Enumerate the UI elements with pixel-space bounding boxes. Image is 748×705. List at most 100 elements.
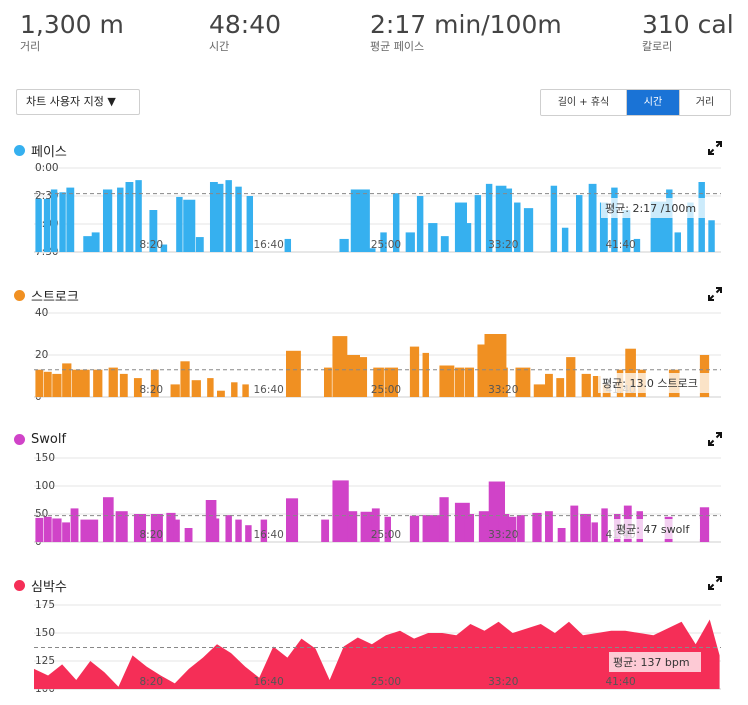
- pace-bar: [495, 185, 507, 252]
- stroke-x-tick-label: 16:40: [254, 384, 284, 396]
- pace-bar: [246, 196, 254, 252]
- heart-rate-y-tick-label: 125: [35, 655, 55, 667]
- pace-bar: [369, 248, 376, 252]
- segment-time[interactable]: 시간: [627, 90, 679, 115]
- expand-icon[interactable]: [708, 576, 722, 590]
- pace-x-tick-label: 8:20: [140, 239, 164, 251]
- heart-rate-y-tick-label: 175: [35, 599, 55, 611]
- pace-bar: [183, 199, 196, 252]
- customize-chart-label: 차트 사용자 지정: [26, 95, 104, 108]
- stroke-bar: [285, 350, 301, 397]
- stroke-title-text: 스트로크: [31, 290, 79, 305]
- swolf-x-tick-label: 33:20: [488, 529, 518, 541]
- stroke-bar: [533, 384, 546, 397]
- stroke-bar: [464, 367, 475, 397]
- swolf-bar: [360, 511, 373, 542]
- swolf-x-tick-label: 25:00: [371, 529, 401, 541]
- swolf-bar: [166, 512, 176, 542]
- segment-length-rest[interactable]: 길이 + 휴식: [541, 90, 627, 115]
- stroke-bar: [384, 367, 399, 397]
- swolf-y-tick-label: 100: [35, 480, 55, 492]
- pace-bar: [405, 232, 415, 252]
- stroke-bar: [231, 382, 238, 397]
- swolf-bar: [516, 515, 525, 542]
- stat-distance-label: 거리: [20, 40, 41, 53]
- stroke-bar: [191, 380, 201, 397]
- swolf-bar: [80, 519, 99, 542]
- swolf-bar: [102, 497, 114, 542]
- stroke-bar: [217, 390, 225, 397]
- swolf-title-text: Swolf: [31, 432, 67, 447]
- swolf-bar: [557, 528, 566, 542]
- pace-bar: [217, 183, 224, 252]
- stat-avg-pace-value: 2:17 min/100m: [370, 10, 562, 39]
- swolf-bar: [184, 528, 193, 542]
- swolf-bar: [409, 515, 420, 542]
- heart-rate-y-tick-label: 150: [35, 627, 55, 639]
- stroke-bar: [498, 367, 508, 397]
- swolf-bar: [508, 516, 517, 542]
- pace-bar: [588, 183, 597, 252]
- swolf-bar: [150, 514, 163, 542]
- pace-bar: [235, 186, 242, 252]
- heart-rate-chart-title: 심박수: [14, 576, 67, 595]
- swolf-bar: [591, 522, 598, 542]
- stroke-bar: [359, 357, 368, 397]
- stroke-bar: [43, 371, 52, 397]
- expand-icon[interactable]: [708, 141, 722, 155]
- stroke-chart-title: 스트로크: [14, 286, 79, 305]
- pace-bar: [674, 232, 681, 252]
- swolf-x-tick-label: 16:40: [254, 529, 284, 541]
- swolf-bar: [601, 508, 608, 542]
- pace-bar: [611, 187, 618, 252]
- swolf-bar: [464, 514, 475, 542]
- stroke-bar: [545, 373, 553, 397]
- expand-icon[interactable]: [708, 432, 722, 446]
- stroke-bar: [439, 365, 455, 397]
- expand-icon[interactable]: [708, 287, 722, 301]
- pace-bar: [176, 196, 183, 252]
- stroke-bar: [556, 378, 565, 397]
- pace-bar: [392, 193, 400, 252]
- stroke-bar: [108, 367, 118, 397]
- swolf-bar: [225, 515, 232, 542]
- segment-distance[interactable]: 거리: [679, 90, 730, 115]
- heart-rate-x-tick-label: 16:40: [254, 676, 284, 688]
- pace-title-text: 페이스: [31, 145, 67, 160]
- swolf-bar: [332, 480, 349, 542]
- stroke-x-tick-label: 33:20: [488, 384, 518, 396]
- swolf-bar: [478, 511, 490, 542]
- x-axis-mode-toggle: 길이 + 휴식 시간 거리: [540, 89, 731, 116]
- pace-bar: [708, 220, 715, 252]
- stroke-bar: [93, 369, 103, 397]
- pace-bar: [687, 202, 694, 252]
- pace-bar: [135, 180, 142, 252]
- pace-x-tick-label: 33:20: [488, 239, 518, 251]
- stat-avg-pace: 2:17 min/100m 평균 페이스: [370, 10, 562, 54]
- swolf-bar: [133, 514, 147, 542]
- stroke-bar: [62, 363, 72, 397]
- pace-bar: [195, 237, 204, 252]
- heart-rate-area: [34, 619, 720, 689]
- stroke-legend-dot: [14, 290, 25, 301]
- swolf-bar: [115, 511, 128, 542]
- pace-bar: [117, 187, 124, 252]
- pace-chart-title: 페이스: [14, 141, 67, 160]
- pace-bar: [380, 232, 387, 252]
- swolf-bar: [212, 518, 220, 542]
- pace-legend-dot: [14, 145, 25, 156]
- stroke-bar: [625, 348, 636, 397]
- pace-bar: [440, 236, 449, 252]
- pace-bar: [666, 189, 673, 252]
- pace-bar: [35, 198, 42, 252]
- pace-bar: [416, 196, 424, 252]
- stroke-bar: [170, 384, 180, 397]
- pace-bar: [350, 189, 370, 252]
- customize-chart-dropdown[interactable]: 차트 사용자 지정 ▼: [16, 89, 140, 115]
- pace-bar: [514, 202, 521, 252]
- pace-bar: [505, 188, 513, 252]
- heart-rate-x-tick-label: 41:40: [605, 676, 635, 688]
- pace-bar: [561, 227, 569, 252]
